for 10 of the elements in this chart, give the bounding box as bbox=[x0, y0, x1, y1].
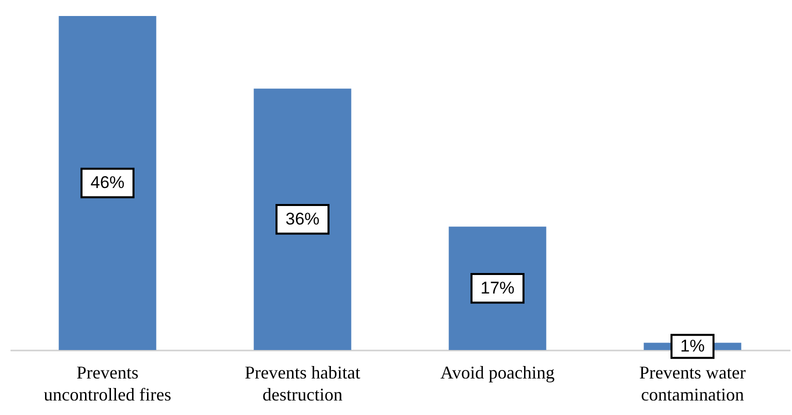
data-label: 36% bbox=[285, 209, 320, 228]
bar bbox=[254, 88, 352, 350]
data-label: 17% bbox=[480, 278, 515, 298]
x-tick-label: Avoid poaching bbox=[440, 362, 555, 382]
x-tick-label: Prevents water contamination bbox=[639, 362, 746, 404]
data-label: 46% bbox=[90, 173, 125, 192]
data-label: 1% bbox=[680, 336, 705, 356]
x-tick-label: Prevents habitat destruction bbox=[244, 362, 360, 404]
x-tick-label: Prevents uncontrolled fires bbox=[44, 362, 172, 404]
bar bbox=[58, 16, 156, 350]
